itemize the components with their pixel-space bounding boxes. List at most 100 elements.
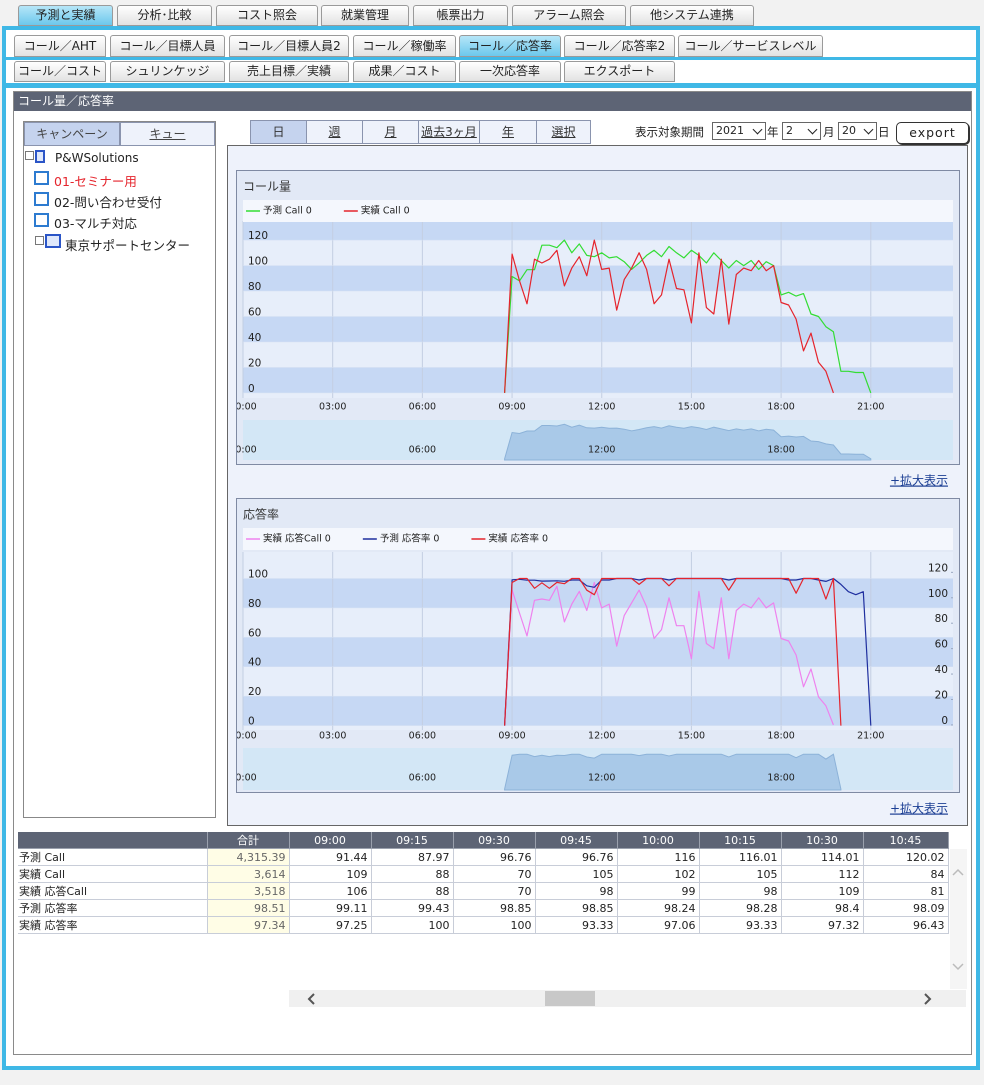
tab[interactable]: 成果／コスト: [353, 61, 456, 82]
tab[interactable]: 分析･比較: [117, 5, 212, 26]
x-tick-label: 12:00: [588, 402, 615, 413]
table-cell: 98.51: [207, 899, 290, 917]
tab[interactable]: 売上目標／実績: [229, 61, 349, 82]
column-header: 10:30: [781, 832, 864, 849]
scroll-arrows: [307, 991, 932, 1006]
table-cell: 96.76: [453, 848, 536, 866]
column-header: 09:15: [371, 832, 454, 849]
tab[interactable]: コール／応答率2: [564, 35, 675, 57]
table-cell: 70: [453, 882, 536, 900]
tab[interactable]: コール／目標人員2: [229, 35, 349, 57]
zoom-link[interactable]: +拡大表示: [890, 802, 948, 816]
tree-tab[interactable]: キャンペーン: [24, 122, 120, 146]
year-unit: 年: [767, 125, 779, 139]
table-cell: 96.76: [535, 848, 618, 866]
y2-tick-label: 60: [935, 639, 948, 651]
table-cell: 99.43: [371, 899, 454, 917]
plot-band: [243, 696, 953, 726]
plot-band: [243, 637, 953, 667]
y2-tick-label: 40: [935, 664, 948, 676]
tab[interactable]: コール／コスト: [14, 61, 106, 82]
tab[interactable]: 他システム連携: [630, 5, 754, 26]
chart-title: 応答率: [243, 507, 279, 522]
tab[interactable]: コスト照会: [216, 5, 318, 26]
tree-group[interactable]: 東京サポートセンター: [65, 238, 191, 253]
y2-tick-label: 20: [935, 689, 948, 701]
tab[interactable]: コール／目標人員: [110, 35, 225, 57]
table-cell: 98.4: [781, 899, 864, 917]
table-cell: 70: [453, 865, 536, 883]
tree-item[interactable]: 02-問い合わせ受付: [54, 195, 162, 210]
y2-tick-label: 120: [928, 562, 948, 574]
tab[interactable]: 予測と実績: [18, 5, 113, 26]
table-cell: 102: [617, 865, 700, 883]
campaign-icon: [34, 171, 49, 185]
month-select[interactable]: 2: [782, 122, 821, 140]
navigator-label: 06:00: [409, 773, 436, 784]
legend-label: 予測 Call 0: [263, 205, 312, 217]
tab[interactable]: アラーム照会: [512, 5, 626, 26]
navigator-label: 06:00: [409, 445, 436, 456]
tab[interactable]: 過去3ヶ月: [418, 120, 480, 144]
tab[interactable]: 週: [306, 120, 363, 144]
scroll-arrows: [952, 868, 964, 971]
table-cell: 120.02: [863, 848, 949, 866]
y-tick-label: 40: [248, 332, 261, 344]
vertical-scrollbar[interactable]: [950, 849, 967, 989]
column-header: 09:00: [289, 832, 372, 849]
table-cell: 93.33: [699, 916, 782, 934]
tab[interactable]: コール／AHT: [14, 35, 106, 57]
x-tick-label: 00:00: [229, 402, 256, 413]
y2-tick-label: 80: [935, 613, 948, 625]
table-cell: 112: [781, 865, 864, 883]
x-tick-label: 06:00: [409, 731, 436, 742]
table-cell: 98: [535, 882, 618, 900]
tree-root[interactable]: P&WSolutions: [55, 151, 139, 165]
tab[interactable]: シュリンケッジ: [110, 61, 225, 82]
tab[interactable]: エクスポート: [564, 61, 675, 82]
tab[interactable]: 帳票出力: [413, 5, 508, 26]
export-button[interactable]: export: [896, 122, 969, 144]
navigator-area: [504, 753, 842, 791]
year-select[interactable]: 2021: [712, 122, 766, 140]
plot-band: [243, 341, 953, 368]
row-label: 予測 Call: [18, 848, 208, 866]
table-cell: 106: [289, 882, 372, 900]
plot-band: [243, 291, 953, 317]
tab[interactable]: 選択: [536, 120, 591, 144]
x-tick-label: 15:00: [678, 402, 705, 413]
expand-box[interactable]: [35, 236, 44, 245]
series-line: [504, 581, 834, 726]
collapse-box[interactable]: [25, 151, 34, 160]
tab[interactable]: コール／稼働率: [353, 35, 456, 57]
tab[interactable]: コール／サービスレベル: [678, 35, 823, 57]
center-icon: [45, 234, 61, 248]
zoom-link[interactable]: +拡大表示: [890, 474, 948, 488]
table-cell: 97.06: [617, 916, 700, 934]
panel-title: コール量／応答率: [14, 92, 971, 111]
x-tick-label: 09:00: [498, 402, 525, 413]
series-line: [504, 239, 872, 394]
tree-tab[interactable]: キュー: [120, 122, 215, 146]
tab[interactable]: 一次応答率: [459, 61, 561, 82]
navigator-label: 12:00: [588, 773, 615, 784]
y-tick-label: 80: [248, 281, 261, 293]
horizontal-scrollbar[interactable]: [289, 990, 966, 1007]
day-select[interactable]: 20: [838, 122, 877, 140]
series-line: [504, 577, 842, 726]
tree-item[interactable]: 01-セミナー用: [54, 174, 137, 189]
tab[interactable]: 年: [479, 120, 537, 144]
x-tick-label: 09:00: [498, 731, 525, 742]
tree-item[interactable]: 03-マルチ対応: [54, 216, 137, 231]
day-unit: 日: [878, 125, 890, 139]
row-label: 実績 応答Call: [18, 882, 208, 900]
y-tick-label: 0: [248, 716, 255, 728]
tab[interactable]: コール／応答率: [459, 35, 561, 57]
table-cell: 114.01: [781, 848, 864, 866]
table-cell: 105: [535, 865, 618, 883]
y-tick-label: 20: [248, 686, 261, 698]
y-tick-label: 80: [248, 598, 261, 610]
table-cell: 97.34: [207, 916, 290, 934]
tab[interactable]: 就業管理: [321, 5, 409, 26]
